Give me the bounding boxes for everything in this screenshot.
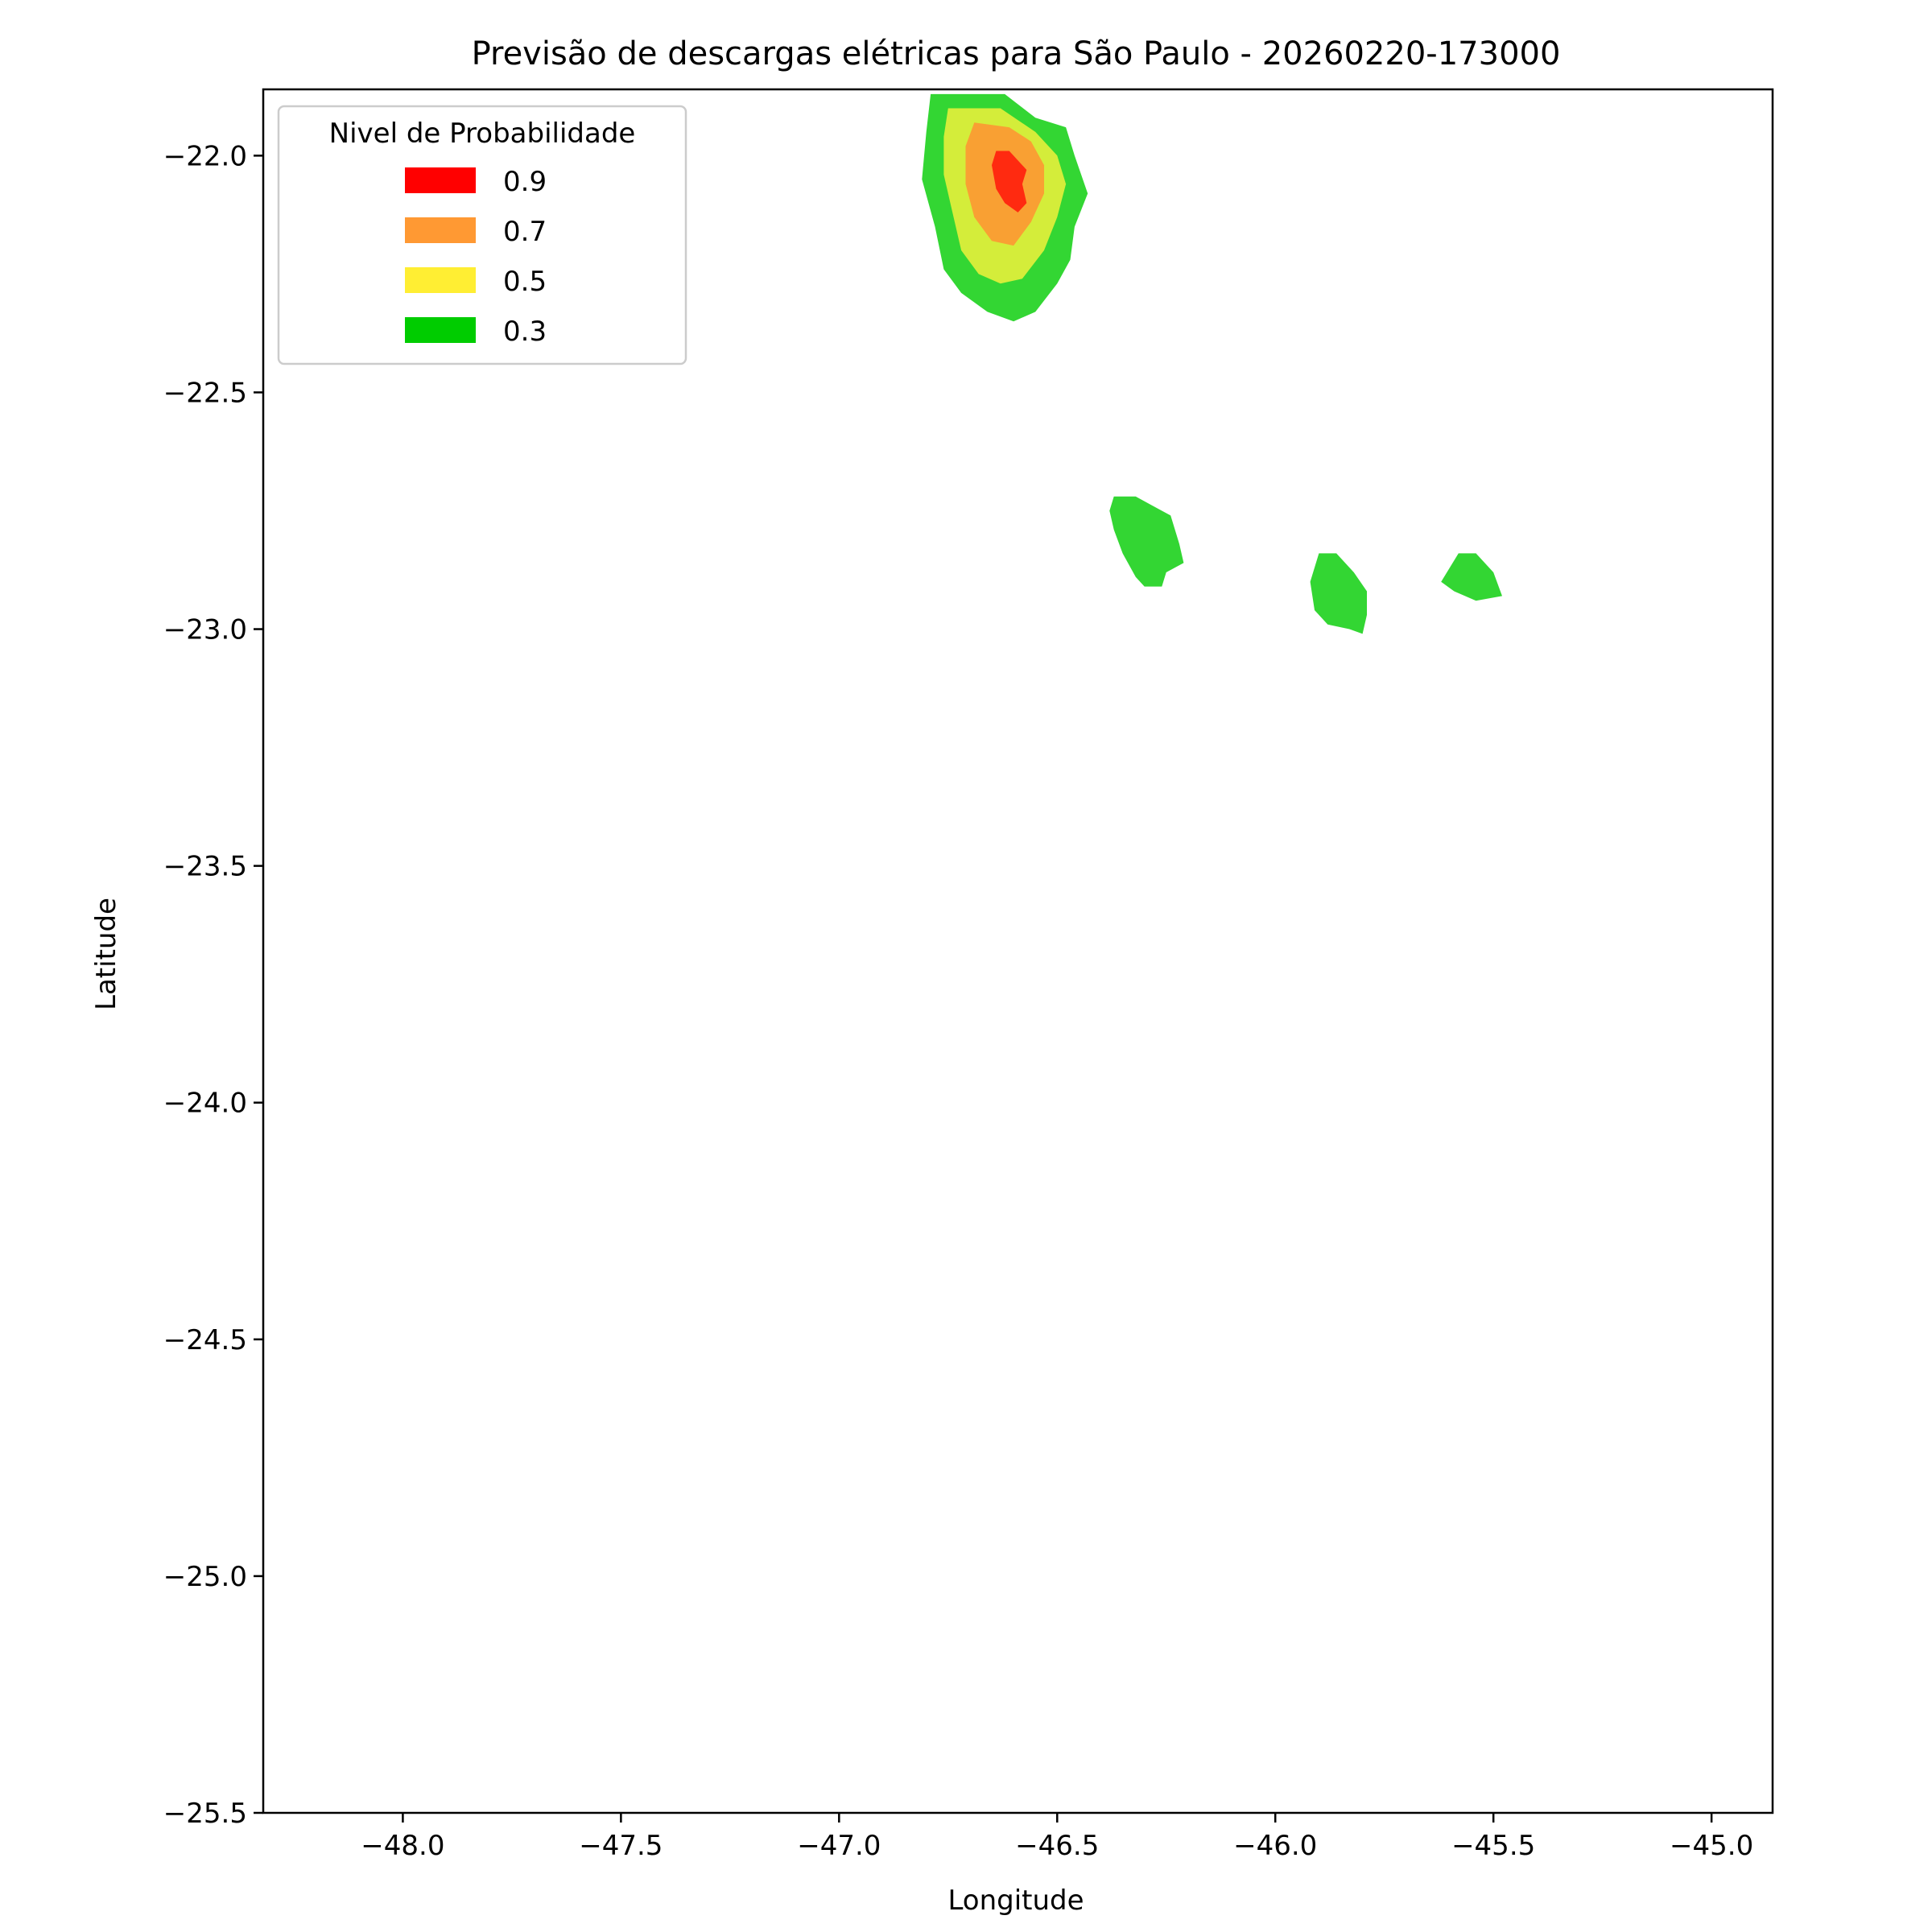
legend-swatch-0-7 <box>405 217 476 243</box>
x-tick-label: −48.0 <box>361 1830 444 1862</box>
legend: Nivel de Probabilidade 0.9 0.7 0.5 0.3 <box>277 105 687 365</box>
y-tick-label: −25.0 <box>163 1561 247 1593</box>
cell-main-level-0-9 <box>992 151 1027 213</box>
x-tick-label: −45.0 <box>1670 1830 1753 1862</box>
y-tick-label: −25.5 <box>163 1798 247 1830</box>
cell-2 <box>1109 496 1184 587</box>
y-axis: −22.0 −22.5 −23.0 −23.5 −24.0 −24.5 −25.0 −25.5 <box>163 140 263 1830</box>
legend-label: 0.7 <box>503 216 547 248</box>
y-tick-label: −23.5 <box>163 851 247 883</box>
cell-4-level-0-3 <box>1441 553 1502 601</box>
y-tick-label: −22.5 <box>163 377 247 409</box>
plot-frame <box>262 88 1774 1814</box>
x-tick-label: −47.5 <box>579 1830 663 1862</box>
legend-swatch-0-5 <box>405 267 476 293</box>
legend-label: 0.9 <box>503 166 547 198</box>
y-axis-label: Latitude <box>90 898 122 1010</box>
legend-box <box>277 105 687 365</box>
legend-label: 0.5 <box>503 266 547 298</box>
y-tick-label: −24.5 <box>163 1324 247 1356</box>
x-tick-label: −46.0 <box>1233 1830 1317 1862</box>
chart-title: Previsão de descargas elétricas para São… <box>472 35 1561 72</box>
cell-2-level-0-3 <box>1109 496 1184 587</box>
legend-label: 0.3 <box>503 316 547 348</box>
x-tick-label: −46.5 <box>1015 1830 1099 1862</box>
cell-4 <box>1441 553 1502 601</box>
cell-3 <box>1310 553 1367 634</box>
cell-3-level-0-3 <box>1310 553 1367 634</box>
y-tick-label: −22.0 <box>163 140 247 172</box>
x-axis: −48.0 −47.5 −47.0 −46.5 −46.0 −45.5 −45.0 <box>361 1813 1753 1862</box>
y-tick-label: −23.0 <box>163 614 247 646</box>
x-tick-label: −47.0 <box>797 1830 881 1862</box>
legend-swatch-0-9 <box>405 167 476 193</box>
legend-swatch-0-3 <box>405 317 476 343</box>
x-tick-label: −45.5 <box>1451 1830 1535 1862</box>
probability-contours <box>922 93 1502 634</box>
cell-main <box>922 93 1088 322</box>
x-axis-label: Longitude <box>947 1885 1084 1917</box>
legend-title: Nivel de Probabilidade <box>329 118 636 150</box>
y-tick-label: −24.0 <box>163 1088 247 1120</box>
